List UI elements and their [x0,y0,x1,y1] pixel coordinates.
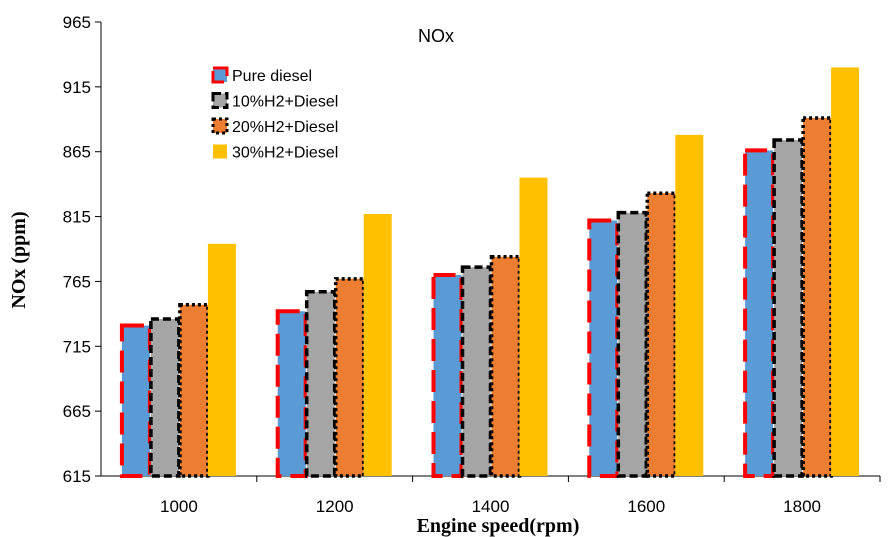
y-tick-label: 715 [63,337,91,356]
legend-label-4: 30%H2+Diesel [232,145,338,162]
bar-series-3-1800 [801,116,833,478]
bar-series-4-1400 [519,177,548,476]
bar-series-1-1400 [431,272,464,479]
bar-series-3-1600 [645,191,678,478]
bar-series-2-1600 [616,210,649,478]
bar-series-1-1800 [743,148,776,478]
x-tick-label: 1200 [316,497,354,516]
y-tick-label: 965 [63,13,91,32]
legend-swatch-4 [213,144,227,159]
bar-series-3-1400 [489,255,522,478]
x-axis-title: Engine speed(rpm) [417,515,580,537]
bar-series-1-1200 [275,309,308,478]
y-tick-label: 865 [63,143,91,162]
y-tick-label: 815 [63,208,91,227]
y-tick-label: 915 [63,78,91,97]
bar-series-2-1000 [149,317,181,478]
y-tick-label: 615 [63,467,91,486]
bar-series-4-1600 [675,134,704,476]
bar-series-3-1200 [333,277,366,478]
bar-series-4-1200 [363,213,392,476]
bar-series-4-1800 [831,67,860,477]
legend: Pure diesel 10%H2+Diesel 20%H2+Diesel 30%H2… [211,66,338,162]
plot-area: 615 665 715 765 815 865 915 965 1000 1200 1400 1600… [63,13,881,516]
bar-series-2-1800 [772,138,804,478]
bar-series-1-1600 [587,218,620,478]
legend-swatch-3 [211,117,229,135]
bar-series-2-1200 [304,290,337,478]
bar-series-4-1000 [207,243,236,476]
bar-series-1-1000 [119,323,152,478]
y-axis-title: NOx (ppm) [8,211,30,308]
y-tick-label: 665 [63,402,91,421]
legend-swatch-2 [211,92,229,109]
legend-label-3: 20%H2+Diesel [232,119,338,136]
x-tick-label: 1600 [627,497,665,516]
legend-label-1: Pure diesel [232,68,312,85]
y-tick-label: 765 [63,272,91,291]
x-tick-label: 1000 [160,497,198,516]
x-tick-label: 1400 [472,497,510,516]
legend-swatch-1 [211,66,229,84]
x-tick-label: 1800 [783,497,821,516]
bar-series-3-1000 [178,303,210,478]
bar-series-2-1400 [460,265,493,478]
legend-label-2: 10%H2+Diesel [232,94,338,111]
chart-title: NOx [418,26,454,46]
